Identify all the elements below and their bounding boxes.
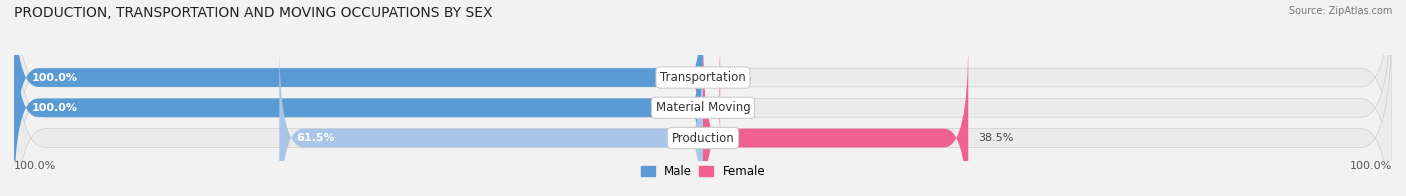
FancyBboxPatch shape [703,72,720,144]
Text: 100.0%: 100.0% [14,161,56,171]
FancyBboxPatch shape [703,42,720,113]
Text: 100.0%: 100.0% [31,103,77,113]
Text: Source: ZipAtlas.com: Source: ZipAtlas.com [1288,6,1392,16]
Text: 0.0%: 0.0% [724,103,752,113]
FancyBboxPatch shape [14,11,1392,196]
Text: Transportation: Transportation [661,71,745,84]
Text: 61.5%: 61.5% [297,133,335,143]
Text: 100.0%: 100.0% [1350,161,1392,171]
FancyBboxPatch shape [14,11,703,196]
Text: PRODUCTION, TRANSPORTATION AND MOVING OCCUPATIONS BY SEX: PRODUCTION, TRANSPORTATION AND MOVING OC… [14,6,492,20]
Text: 100.0%: 100.0% [31,73,77,83]
FancyBboxPatch shape [703,42,969,196]
Text: Production: Production [672,132,734,144]
Legend: Male, Female: Male, Female [641,165,765,178]
FancyBboxPatch shape [14,0,703,174]
Text: Material Moving: Material Moving [655,101,751,114]
FancyBboxPatch shape [14,0,1392,196]
FancyBboxPatch shape [280,42,703,196]
Text: 0.0%: 0.0% [724,73,752,83]
FancyBboxPatch shape [14,0,1392,196]
Text: 38.5%: 38.5% [979,133,1014,143]
